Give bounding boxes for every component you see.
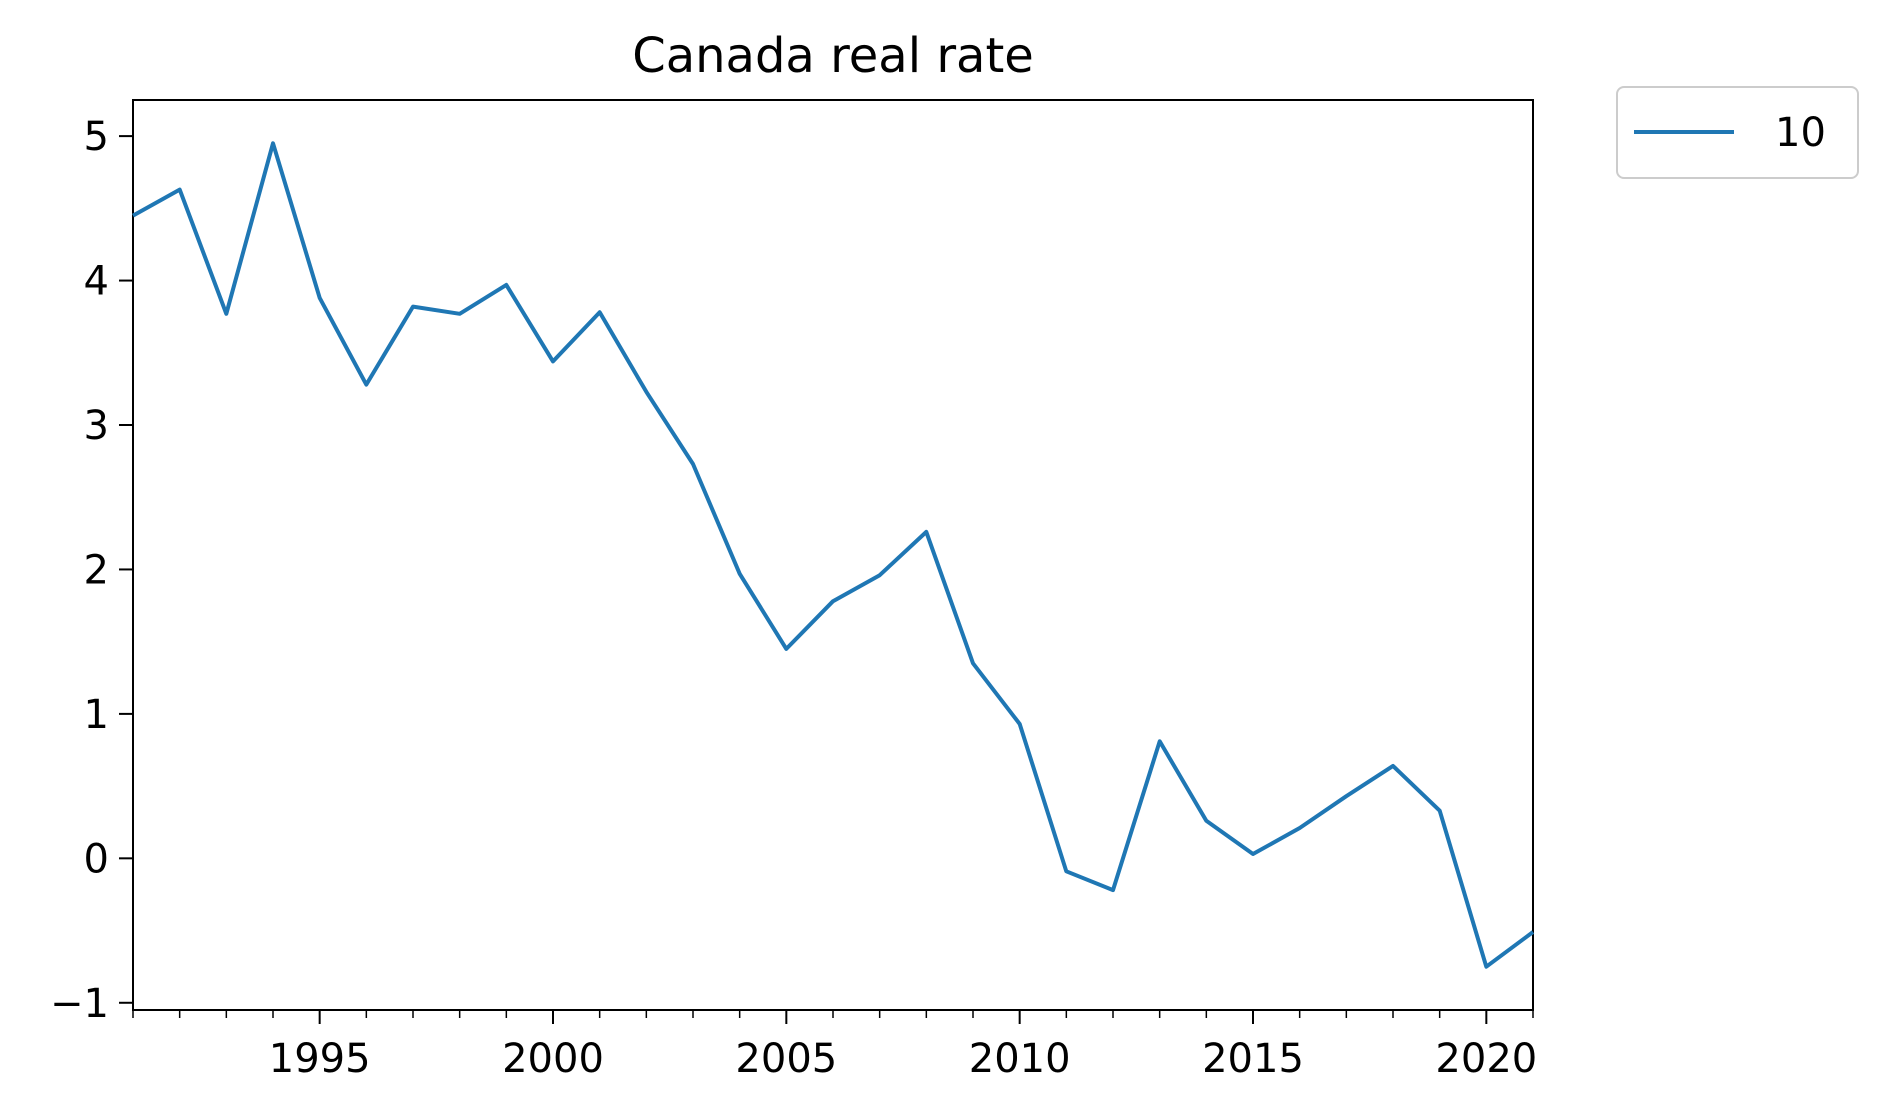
y-tick-label: 1 bbox=[84, 692, 109, 738]
y-tick-label: 2 bbox=[84, 547, 109, 593]
legend-label: 10 bbox=[1775, 110, 1826, 156]
legend-box bbox=[1616, 86, 1859, 179]
y-tick-label: −1 bbox=[50, 981, 109, 1027]
series-line-10 bbox=[132, 141, 1535, 969]
x-tick-label: 2000 bbox=[502, 1036, 604, 1082]
axes: 1995 2000 2005 2010 2015 2020 −1 0 1 2 3 4 5 bbox=[50, 99, 1537, 1082]
x-tick-label: 2015 bbox=[1202, 1036, 1304, 1082]
y-tick-label: 0 bbox=[84, 836, 109, 882]
x-tick-label: 2005 bbox=[735, 1036, 837, 1082]
y-tick-label: 3 bbox=[84, 403, 109, 449]
plot-area bbox=[132, 141, 1535, 969]
legend: 10 bbox=[1616, 86, 1859, 179]
chart-title: Canada real rate bbox=[632, 28, 1034, 84]
axes-frame bbox=[132, 99, 1534, 1011]
x-tick-label: 2010 bbox=[969, 1036, 1071, 1082]
y-tick-label: 5 bbox=[84, 114, 109, 160]
x-tick-label: 1995 bbox=[269, 1036, 371, 1082]
x-tick-label: 2020 bbox=[1435, 1036, 1537, 1082]
y-tick-label: 4 bbox=[84, 259, 109, 305]
